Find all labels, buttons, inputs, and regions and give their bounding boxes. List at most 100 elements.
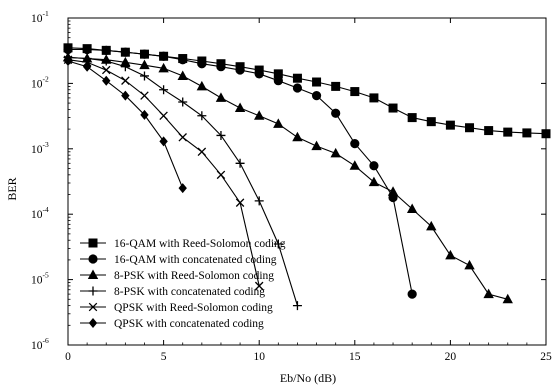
legend-marker [88, 302, 98, 312]
legend-marker [88, 238, 98, 248]
data-point-series-2 [331, 108, 341, 118]
data-point-series-3 [464, 259, 475, 270]
series-line-3 [67, 56, 508, 300]
data-point-series-5 [216, 170, 226, 180]
legend: 16-QAM with Reed-Solomon coding 16-QAM wi… [80, 238, 286, 330]
legend-marker [88, 318, 98, 328]
legend-marker [88, 254, 98, 264]
data-point-series-2 [273, 76, 283, 86]
x-axis-title: Eb/No (dB) [280, 371, 336, 385]
y-tick-label: 10-1 [31, 9, 49, 25]
y-tick-label: 10-2 [31, 74, 49, 90]
data-point-series-5 [101, 65, 111, 75]
data-point-series-6 [178, 183, 187, 194]
x-tick-label: 20 [445, 351, 457, 363]
data-point-series-6 [63, 56, 73, 67]
legend-label: 16-QAM with concatenated coding [114, 254, 277, 266]
data-point-series-3 [368, 176, 380, 187]
data-point-series-4 [101, 56, 111, 66]
legend-label: QPSK with concatenated coding [114, 318, 264, 330]
data-point-series-2 [216, 62, 226, 72]
legend-marker [87, 269, 99, 279]
data-point-series-5 [178, 133, 187, 142]
data-point-series-4 [178, 97, 188, 107]
data-point-series-2 [235, 65, 245, 75]
x-tick-label: 15 [349, 351, 361, 363]
plot-frame [67, 17, 547, 346]
data-point-series-4 [235, 158, 245, 168]
x-tick-label: 10 [253, 351, 265, 363]
data-point-series-2 [63, 44, 73, 55]
data-point-series-3 [273, 118, 284, 128]
data-point-series-4 [139, 71, 149, 81]
data-point-series-1 [522, 128, 532, 138]
data-point-series-4 [197, 111, 207, 121]
data-point-series-5 [159, 111, 168, 121]
data-point-series-3 [234, 102, 246, 113]
data-point-series-2 [82, 44, 92, 55]
data-point-series-5 [197, 147, 207, 157]
data-point-series-5 [254, 281, 264, 291]
data-point-series-1 [407, 113, 417, 123]
data-point-series-2 [139, 49, 150, 59]
x-tick-label: 25 [540, 351, 552, 363]
y-tick-label: 10-5 [31, 271, 49, 287]
data-point-series-3 [139, 59, 150, 70]
data-point-series-3 [292, 131, 303, 142]
data-point-series-3 [483, 288, 494, 299]
data-point-series-1 [541, 129, 551, 139]
data-point-series-5 [121, 76, 130, 85]
data-point-series-3 [177, 70, 188, 80]
data-point-series-1 [369, 93, 379, 103]
y-tick-label: 10-6 [31, 336, 49, 352]
data-point-series-1 [312, 77, 322, 87]
data-point-series-2 [292, 83, 303, 93]
data-point-series-1 [273, 69, 283, 79]
data-point-series-4 [216, 130, 226, 140]
data-point-series-3 [254, 110, 265, 120]
legend-marker [88, 286, 98, 296]
data-point-series-1 [484, 126, 494, 136]
data-point-series-2 [197, 59, 207, 69]
data-point-series-3 [502, 293, 513, 304]
data-point-series-1 [331, 81, 341, 91]
data-point-series-4 [273, 239, 283, 249]
data-point-series-2 [101, 45, 111, 55]
data-point-series-5 [235, 198, 245, 207]
data-point-series-3 [196, 80, 208, 91]
data-point-series-6 [140, 109, 149, 120]
x-tick-label: 5 [161, 351, 167, 363]
series-markers [62, 43, 551, 311]
data-point-series-6 [121, 90, 130, 101]
data-point-series-5 [140, 91, 149, 100]
legend-label: 8-PSK with Reed-Solomon coding [114, 270, 274, 282]
data-point-series-2 [254, 69, 264, 79]
data-point-series-1 [503, 127, 513, 137]
data-point-series-1 [465, 123, 475, 133]
data-point-series-2 [159, 51, 169, 61]
data-point-series-1 [426, 117, 436, 127]
data-point-series-3 [120, 56, 131, 67]
data-point-series-3 [426, 220, 437, 231]
data-point-series-2 [311, 91, 322, 101]
y-tick-label: 10-4 [31, 205, 49, 221]
data-point-series-3 [445, 249, 456, 260]
data-point-series-2 [178, 55, 188, 65]
legend-label: 16-QAM with Reed-Solomon coding [114, 238, 286, 250]
data-point-series-6 [82, 61, 92, 72]
y-axis-title: BER [5, 177, 19, 200]
series-lines [67, 47, 547, 306]
series-line-4 [67, 56, 298, 306]
data-point-series-6 [102, 75, 111, 86]
data-point-series-4 [120, 62, 130, 72]
data-point-series-2 [120, 47, 130, 57]
data-point-series-2 [369, 161, 379, 171]
data-point-series-4 [292, 301, 302, 311]
data-point-series-6 [159, 136, 168, 147]
legend-label: QPSK with Reed-Solomon coding [114, 302, 273, 314]
data-point-series-1 [350, 87, 360, 97]
data-point-series-3 [330, 147, 341, 158]
data-point-series-3 [311, 140, 322, 151]
data-point-series-3 [406, 203, 418, 214]
data-point-series-3 [215, 92, 227, 102]
